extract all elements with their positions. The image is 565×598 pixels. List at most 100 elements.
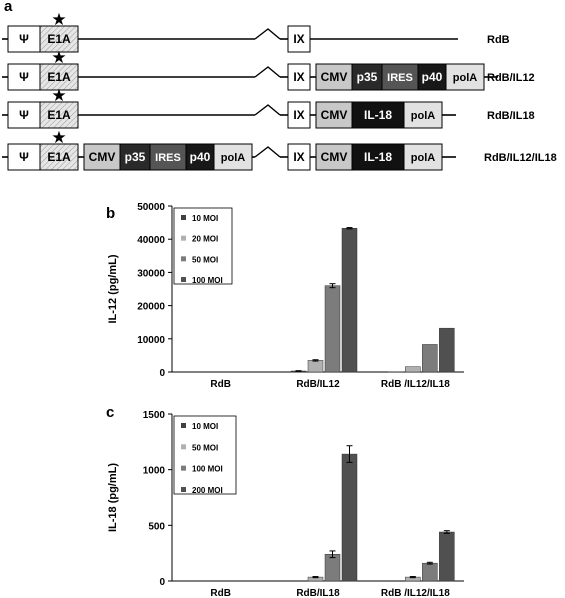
panel-label-b: b bbox=[106, 205, 115, 222]
segment-il18: IL-18 bbox=[351, 101, 405, 129]
segment-il18: IL-18 bbox=[351, 143, 405, 171]
segment-p40: p40 bbox=[185, 143, 215, 171]
segment-polya: polA bbox=[213, 143, 253, 171]
segment-label: p35 bbox=[357, 70, 378, 84]
y-tick-label: 20000 bbox=[137, 302, 165, 313]
category-label: RdB bbox=[210, 588, 231, 598]
segment-label: CMV bbox=[321, 70, 348, 84]
category-label: RdB /IL12/IL18 bbox=[381, 379, 450, 390]
segment-ix: IX bbox=[287, 25, 311, 53]
segment-label: Ψ bbox=[19, 32, 29, 46]
star-icon: ★ bbox=[51, 86, 66, 106]
segment-label: p35 bbox=[125, 150, 146, 164]
segment-psi: Ψ bbox=[7, 143, 41, 171]
legend-label: 100 MOI bbox=[192, 465, 223, 474]
segment-cmv: CMV bbox=[315, 63, 353, 91]
legend-swatch bbox=[181, 277, 186, 282]
star-icon: ★ bbox=[51, 128, 66, 148]
bar bbox=[422, 562, 438, 582]
y-tick-label: 40000 bbox=[137, 235, 165, 246]
legend-label: 100 MOI bbox=[192, 276, 223, 285]
y-tick-label: 1000 bbox=[143, 466, 166, 477]
segment-label: Ψ bbox=[19, 150, 29, 164]
star-icon: ★ bbox=[51, 10, 66, 30]
construct-row: Ψ E1A ★ IX CMV p35 IRES p40 polA RdB/IL12 bbox=[2, 48, 535, 91]
panel-label-a: a bbox=[4, 0, 13, 15]
segment-label: IL-18 bbox=[364, 108, 392, 122]
bar bbox=[439, 531, 455, 582]
category-label: RdB bbox=[210, 379, 231, 390]
segment-psi: Ψ bbox=[7, 63, 41, 91]
il18-chart: 0 500 1000 1500 IL-18 (pg/mL) RdB RdB/IL18 RdB … bbox=[107, 410, 464, 598]
segment-psi: Ψ bbox=[7, 25, 41, 53]
legend: 10 MOI 20 MOI 50 MOI 100 MOI bbox=[173, 207, 233, 285]
segment-label: polA bbox=[221, 152, 245, 164]
segment-e1a: E1A ★ bbox=[39, 48, 79, 91]
segment-label: CMV bbox=[321, 150, 348, 164]
segment-label: polA bbox=[411, 152, 435, 164]
segment-polya: polA bbox=[403, 143, 443, 171]
bar bbox=[324, 554, 341, 582]
segment-label: polA bbox=[453, 72, 477, 84]
y-tick-label: 500 bbox=[148, 521, 165, 532]
segment-label: p40 bbox=[190, 150, 211, 164]
segment-e1a: E1A ★ bbox=[39, 86, 79, 129]
segment-label: CMV bbox=[89, 150, 116, 164]
segment-p35: p35 bbox=[119, 143, 151, 171]
segment-p35: p35 bbox=[351, 63, 383, 91]
segment-ix: IX bbox=[287, 143, 311, 171]
construct-name: RdB bbox=[487, 34, 510, 46]
segment-ix: IX bbox=[287, 63, 311, 91]
segment-label: E1A bbox=[47, 108, 71, 122]
construct-row: Ψ E1A ★ IX CMV IL-18 polA RdB/IL18 bbox=[2, 86, 535, 129]
legend-label: 50 MOI bbox=[192, 443, 218, 452]
legend-swatch bbox=[181, 444, 186, 450]
construct-diagram: Ψ E1A ★ IX RdB Ψ E1A ★ IX CMV p35 IRES p40 polA RdB/IL… bbox=[2, 10, 557, 171]
legend: 10 MOI 50 MOI 100 MOI 200 MOI bbox=[173, 415, 237, 495]
segment-label: IX bbox=[293, 70, 304, 84]
construct-name: RdB/IL18 bbox=[487, 110, 535, 122]
bar bbox=[341, 453, 358, 582]
y-tick-label: 1500 bbox=[143, 410, 166, 421]
segment-e1a: E1A ★ bbox=[39, 10, 79, 53]
segment-label: IL-18 bbox=[364, 150, 392, 164]
legend-swatch bbox=[181, 235, 186, 241]
construct-row: Ψ E1A ★ IX RdB bbox=[2, 10, 510, 53]
bar bbox=[324, 285, 341, 373]
segment-label: E1A bbox=[47, 32, 71, 46]
gap-break bbox=[254, 66, 281, 78]
segment-label: p40 bbox=[422, 70, 443, 84]
segment-label: Ψ bbox=[19, 70, 29, 84]
legend-swatch bbox=[181, 423, 186, 428]
legend-swatch bbox=[181, 215, 186, 220]
y-tick-label: 0 bbox=[159, 368, 165, 379]
segment-label: IRES bbox=[155, 152, 181, 164]
legend-label: 10 MOI bbox=[192, 214, 218, 223]
y-tick-label: 50000 bbox=[137, 202, 165, 213]
segment-ires: IRES bbox=[381, 63, 419, 91]
legend-label: 10 MOI bbox=[192, 422, 218, 431]
segment-ires: IRES bbox=[149, 143, 187, 171]
bar bbox=[307, 360, 324, 373]
legend-label: 20 MOI bbox=[192, 235, 218, 244]
bar bbox=[439, 327, 455, 373]
category-label: RdB /IL12/IL18 bbox=[381, 588, 450, 598]
y-tick-label: 0 bbox=[159, 577, 165, 588]
legend-label: 200 MOI bbox=[192, 486, 223, 495]
il12-chart: 0 10000 20000 30000 40000 50000 IL-12 (pg/mL) R… bbox=[107, 202, 464, 390]
segment-polya: polA bbox=[445, 63, 485, 91]
y-tick-label: 30000 bbox=[137, 268, 165, 279]
bar bbox=[341, 227, 358, 373]
segment-label: CMV bbox=[321, 108, 348, 122]
category-label: RdB/IL12 bbox=[296, 379, 340, 390]
gap-break bbox=[254, 28, 281, 40]
bar bbox=[422, 344, 438, 373]
segment-p40: p40 bbox=[417, 63, 447, 91]
segment-label: IX bbox=[293, 32, 304, 46]
segment-e1a: E1A ★ bbox=[39, 128, 79, 171]
y-axis-label: IL-12 (pg/mL) bbox=[107, 254, 119, 323]
segment-label: IX bbox=[293, 108, 304, 122]
segment-label: Ψ bbox=[19, 108, 29, 122]
segment-cmv: CMV bbox=[315, 143, 353, 171]
